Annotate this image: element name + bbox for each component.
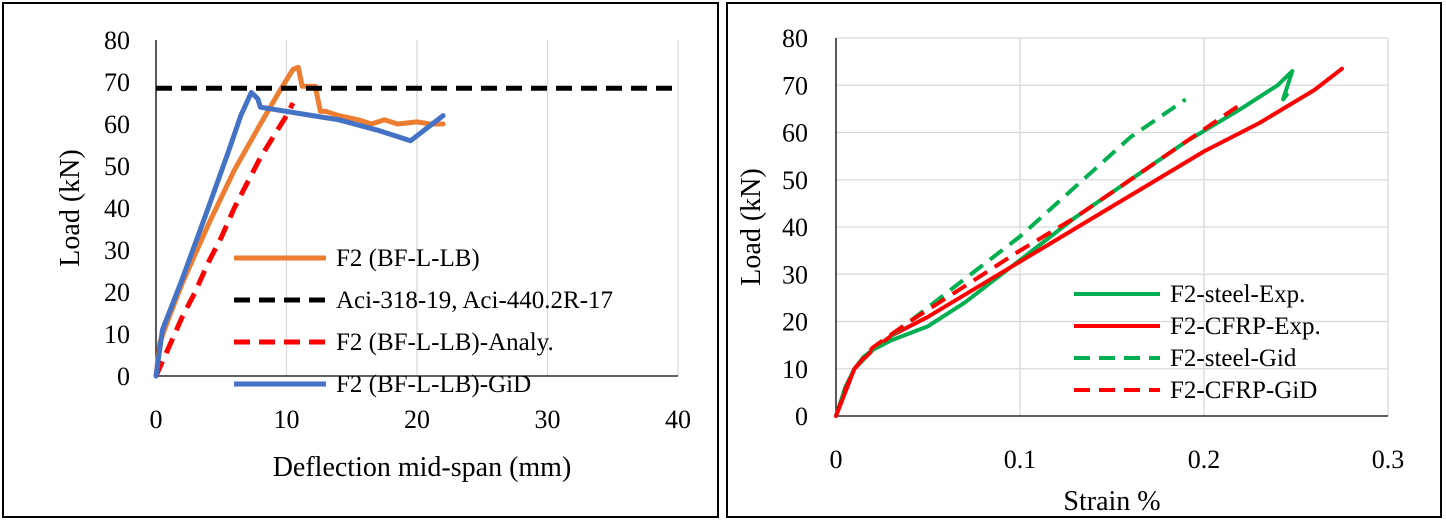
y-tick-label: 10 — [104, 320, 130, 349]
legend-label: F2-steel-Exp. — [1170, 281, 1305, 308]
y-tick-label: 10 — [782, 355, 808, 384]
right-chart-svg: 0 0.1 0.2 0.3 0 10 20 30 40 50 60 70 80 Strain % Load … — [736, 24, 1405, 516]
y-tick-label: 50 — [782, 166, 808, 195]
legend-label: F2 (BF-L-LB)-Analy. — [336, 329, 554, 356]
legend-label: F2 (BF-L-LB)-GiD — [336, 371, 531, 398]
series-line-3 — [153, 101, 296, 378]
y-tick-label: 40 — [104, 194, 130, 223]
x-tick-label: 0.2 — [1188, 445, 1221, 474]
y-tick-label: 30 — [782, 260, 808, 289]
y-tick-label: 60 — [782, 119, 808, 148]
x-tick-label: 10 — [274, 405, 300, 434]
y-tick-label: 30 — [104, 236, 130, 265]
x-tick-label: 0 — [150, 405, 163, 434]
y-tick-label: 0 — [795, 402, 808, 431]
y-tick-label: 0 — [117, 362, 130, 391]
y-axis-title: Load (kN) — [736, 168, 767, 285]
y-tick-label: 70 — [104, 68, 130, 97]
legend-label: Aci-318-19, Aci-440.2R-17 — [336, 287, 613, 314]
x-tick-label: 0.1 — [1004, 445, 1037, 474]
legend-label: F2-CFRP-Exp. — [1170, 313, 1321, 340]
y-tick-label: 80 — [104, 26, 130, 55]
y-tick-label: 80 — [782, 24, 808, 53]
x-tick-label: 40 — [665, 405, 691, 434]
legend-label: F2-CFRP-GiD — [1170, 377, 1317, 404]
y-tick-label: 20 — [104, 278, 130, 307]
x-tick-label: 0 — [830, 445, 843, 474]
x-tick-label: 30 — [535, 405, 561, 434]
series-line-4 — [834, 102, 1242, 417]
y-tick-label: 60 — [104, 110, 130, 139]
y-tick-label: 20 — [782, 308, 808, 337]
left-chart-svg: 0 10 20 30 40 0 10 20 30 40 50 60 70 80 Deflection mid… — [55, 26, 691, 483]
right-chart-panel: 0 0.1 0.2 0.3 0 10 20 30 40 50 60 70 80 Strain % Load … — [726, 2, 1442, 518]
x-axis-title: Strain % — [1063, 486, 1160, 516]
y-axis-title: Load (kN) — [55, 149, 86, 266]
legend-label: F2-steel-Gid — [1170, 345, 1297, 372]
legend-label: F2 (BF-L-LB) — [336, 245, 480, 272]
left-chart-panel: 0 10 20 30 40 0 10 20 30 40 50 60 70 80 Deflection mid… — [2, 2, 719, 518]
y-tick-label: 40 — [782, 213, 808, 242]
x-tick-label: 0.3 — [1372, 445, 1405, 474]
x-axis-title: Deflection mid-span (mm) — [273, 452, 572, 483]
y-tick-label: 70 — [782, 71, 808, 100]
x-tick-label: 20 — [404, 405, 430, 434]
y-tick-label: 50 — [104, 152, 130, 181]
series-line-4 — [153, 90, 446, 379]
